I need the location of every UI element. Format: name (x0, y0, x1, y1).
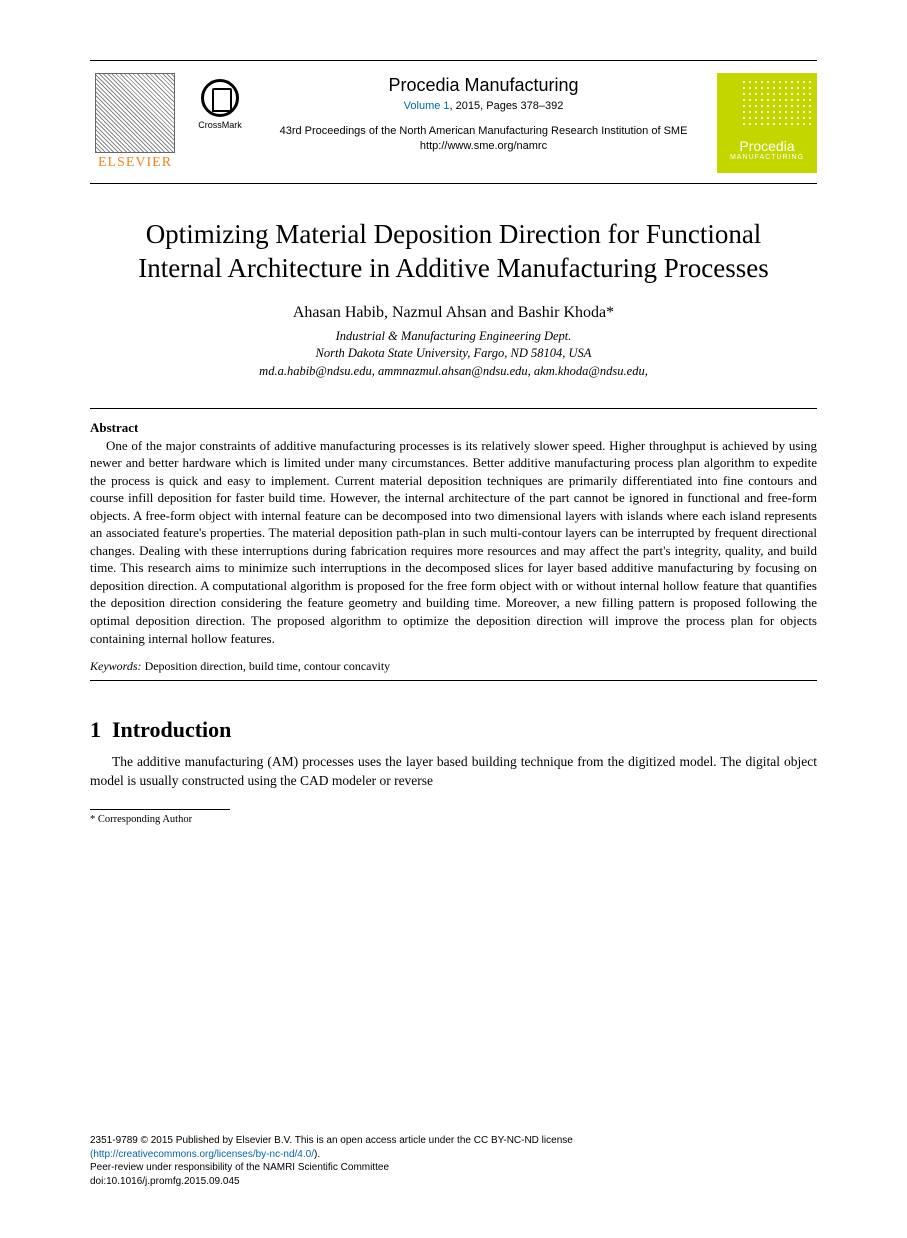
abstract-top-rule (90, 408, 817, 409)
license-link[interactable]: (http://creativecommons.org/licenses/by-… (90, 1149, 314, 1160)
crossmark-label: CrossMark (190, 120, 250, 130)
procedia-badge-sub: MANUFACTURING (717, 154, 817, 161)
abstract-text: One of the major constraints of additive… (90, 437, 817, 648)
volume-line: Volume 1, 2015, Pages 378–392 (260, 100, 707, 112)
keywords-bottom-rule (90, 680, 817, 681)
elsevier-tree-icon (95, 73, 175, 153)
header-bottom-rule (90, 183, 817, 184)
corresponding-author-footnote: * Corresponding Author (90, 814, 817, 825)
affiliation-emails: md.a.habib@ndsu.edu, ammnazmul.ahsan@nds… (90, 363, 817, 381)
footer-copyright: 2351-9789 © 2015 Published by Elsevier B… (90, 1135, 573, 1146)
proceedings-line: 43rd Proceedings of the North American M… (260, 124, 707, 155)
paper-title: Optimizing Material Deposition Direction… (120, 218, 787, 286)
header-center-meta: Procedia Manufacturing Volume 1, 2015, P… (260, 73, 707, 155)
header-row: ELSEVIER CrossMark Procedia Manufacturin… (90, 73, 817, 173)
volume-rest: , 2015, Pages 378–392 (450, 100, 564, 112)
footnote-rule (90, 809, 230, 810)
page-footer: 2351-9789 © 2015 Published by Elsevier B… (90, 1134, 817, 1188)
affiliation-dept: Industrial & Manufacturing Engineering D… (90, 328, 817, 346)
volume-link[interactable]: Volume 1 (404, 100, 450, 112)
authors-line: Ahasan Habib, Nazmul Ahsan and Bashir Kh… (90, 304, 817, 322)
procedia-badge-name: Procedia (717, 138, 817, 154)
keywords-line: Keywords: Deposition direction, build ti… (90, 659, 817, 674)
footer-doi: doi:10.1016/j.promfg.2015.09.045 (90, 1176, 240, 1187)
procedia-badge: Procedia MANUFACTURING (717, 73, 817, 173)
procedia-dots-icon (741, 79, 811, 129)
keywords-text: Deposition direction, build time, contou… (142, 659, 391, 673)
crossmark-icon (201, 79, 239, 117)
abstract-heading: Abstract (90, 420, 138, 435)
license-close: ). (314, 1149, 320, 1160)
section-1-title: Introduction (112, 717, 231, 742)
section-1-heading: 1 Introduction (90, 717, 817, 743)
affiliation-univ: North Dakota State University, Fargo, ND… (90, 345, 817, 363)
abstract-block: Abstract One of the major constraints of… (90, 419, 817, 647)
header-top-rule (90, 60, 817, 61)
publisher-block: ELSEVIER (90, 73, 180, 171)
footer-peer-review: Peer-review under responsibility of the … (90, 1162, 389, 1173)
section-1-number: 1 (90, 717, 101, 742)
journal-name: Procedia Manufacturing (260, 75, 707, 96)
keywords-label: Keywords: (90, 659, 142, 673)
crossmark-block[interactable]: CrossMark (190, 79, 250, 130)
publisher-label: ELSEVIER (90, 155, 180, 171)
affiliation-block: Industrial & Manufacturing Engineering D… (90, 328, 817, 381)
section-1-para-1: The additive manufacturing (AM) processe… (90, 753, 817, 791)
footnote-text: Corresponding Author (95, 814, 192, 825)
